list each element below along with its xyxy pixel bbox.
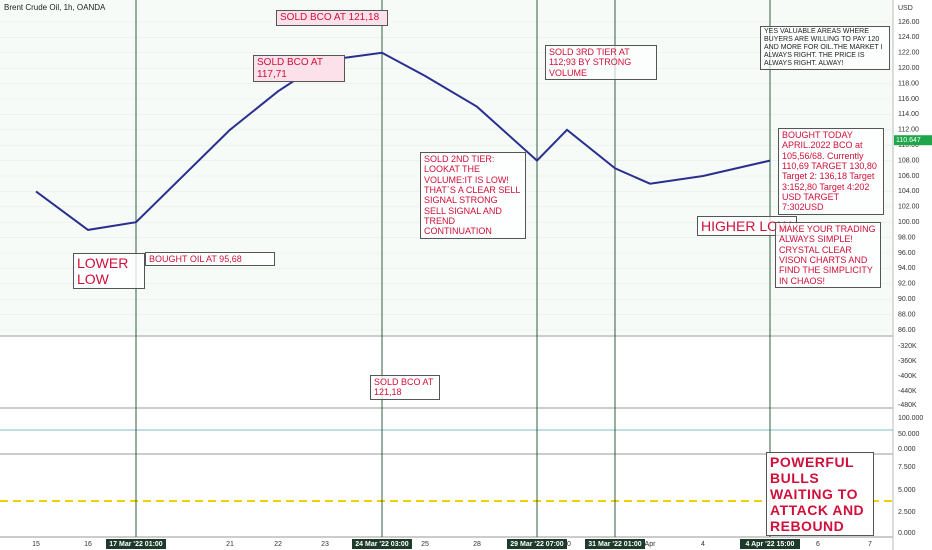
annotation: POWERFUL BULLS WAITING TO ATTACK AND REB… bbox=[766, 452, 874, 537]
annotation: MAKE YOUR TRADING ALWAYS SIMPLE! CRYSTAL… bbox=[775, 222, 881, 289]
y-tick-label: 98.00 bbox=[898, 234, 916, 241]
annotation: SOLD 3RD TIER AT 112;93 BY STRONG VOLUME bbox=[545, 45, 657, 81]
y-tick-label: 96.00 bbox=[898, 250, 916, 257]
annotation: BOUGHT OIL AT 95,68 bbox=[145, 252, 275, 267]
annotation: LOWER LOW bbox=[73, 253, 145, 290]
annotation: HIGHER LOW bbox=[697, 216, 797, 237]
x-tick-badge bbox=[585, 539, 645, 549]
y-tick-label: 102.00 bbox=[898, 204, 920, 211]
y-tick-label: 116.00 bbox=[898, 96, 919, 103]
x-tick-label: 6 bbox=[816, 541, 820, 548]
y-tick-label: 118.00 bbox=[898, 80, 919, 87]
annotation: SOLD BCO AT 121,18 bbox=[370, 375, 440, 400]
x-tick-label: 7 bbox=[868, 541, 872, 548]
annotation: YES VALUABLE AREAS WHERE BUYERS ARE WILL… bbox=[760, 26, 890, 71]
x-tick-label: 25 bbox=[421, 541, 429, 548]
y-tick-label: 106.00 bbox=[898, 173, 920, 180]
y-tick-label: 120.00 bbox=[898, 65, 920, 72]
y-tick-label: 108.00 bbox=[898, 157, 920, 164]
x-tick-label: Apr bbox=[645, 541, 657, 548]
annotation: SOLD BCO AT 121,18 bbox=[276, 10, 388, 26]
x-tick-badge bbox=[507, 539, 567, 549]
last-price-badge bbox=[894, 135, 932, 146]
x-tick-label: 21 bbox=[226, 541, 234, 548]
y-tick-label: 94.00 bbox=[898, 265, 916, 272]
x-tick-label: 17 Mar '22 01:00 bbox=[109, 541, 163, 548]
panel-tick-label: -480K bbox=[898, 402, 917, 409]
panel-tick-label: 0.000 bbox=[898, 446, 916, 453]
y-tick-label: 126.00 bbox=[898, 19, 920, 26]
y-tick-label: 104.00 bbox=[898, 188, 920, 195]
x-tick-badge bbox=[352, 539, 412, 549]
x-tick-label: 16 bbox=[84, 541, 92, 548]
y-tick-label: 90.00 bbox=[898, 296, 916, 303]
y-tick-label: 86.00 bbox=[898, 327, 916, 334]
panel-tick-label: 100.000 bbox=[898, 415, 923, 422]
x-tick-badge bbox=[740, 539, 800, 549]
x-tick-label: 4 bbox=[701, 541, 705, 548]
y-tick-label: 124.00 bbox=[898, 34, 920, 41]
y-tick-label: 110.00 bbox=[898, 142, 919, 149]
x-tick-label: 15 bbox=[32, 541, 40, 548]
x-tick-label: 29 Mar '22 07:00 bbox=[510, 541, 564, 548]
x-tick-label: 31 Mar '22 01:00 bbox=[588, 541, 642, 548]
y-tick-label: 92.00 bbox=[898, 281, 916, 288]
panel-tick-label: -400K bbox=[898, 373, 917, 380]
y-tick-label: 88.00 bbox=[898, 311, 916, 318]
y-tick-label: 112.00 bbox=[898, 127, 919, 134]
x-tick-badge bbox=[106, 539, 166, 549]
annotation: BOUGHT TODAY APRIL.2022 BCO at 105,56/68… bbox=[778, 128, 884, 215]
x-tick-label: 30 bbox=[563, 541, 571, 548]
annotation: SOLD 2ND TIER: LOOKAT THE VOLUME:IT IS L… bbox=[420, 152, 526, 239]
panel-tick-label: 5.000 bbox=[898, 487, 916, 494]
x-tick-label: 4 Apr '22 15:00 bbox=[746, 541, 795, 548]
y-tick-label: 100.00 bbox=[898, 219, 920, 226]
panel-tick-label: 0.000 bbox=[898, 530, 916, 537]
price-line bbox=[35, 51, 771, 231]
chart-title: Brent Crude Oil, 1h, OANDA bbox=[4, 3, 106, 12]
currency-label: USD bbox=[898, 5, 913, 12]
last-price-label: 110.647 bbox=[896, 137, 921, 144]
rsi-panel bbox=[0, 410, 893, 453]
panel-tick-label: -320K bbox=[898, 343, 917, 350]
panel-tick-label: 2.500 bbox=[898, 509, 916, 516]
annotation: SOLD BCO AT 117,71 bbox=[253, 55, 345, 82]
x-tick-label: 23 bbox=[321, 541, 329, 548]
panel-tick-label: 50.000 bbox=[898, 431, 920, 438]
panel-tick-label: 7.500 bbox=[898, 464, 916, 471]
y-tick-label: 114.00 bbox=[898, 111, 919, 118]
y-tick-label: 122.00 bbox=[898, 50, 920, 57]
panel-tick-label: -440K bbox=[898, 388, 917, 395]
panel-tick-label: -360K bbox=[898, 358, 917, 365]
x-tick-label: 22 bbox=[274, 541, 282, 548]
x-tick-label: 24 Mar '22 03:00 bbox=[355, 541, 409, 548]
histogram-panel bbox=[0, 456, 893, 536]
x-tick-label: 28 bbox=[473, 541, 481, 548]
obv-panel bbox=[0, 338, 893, 407]
